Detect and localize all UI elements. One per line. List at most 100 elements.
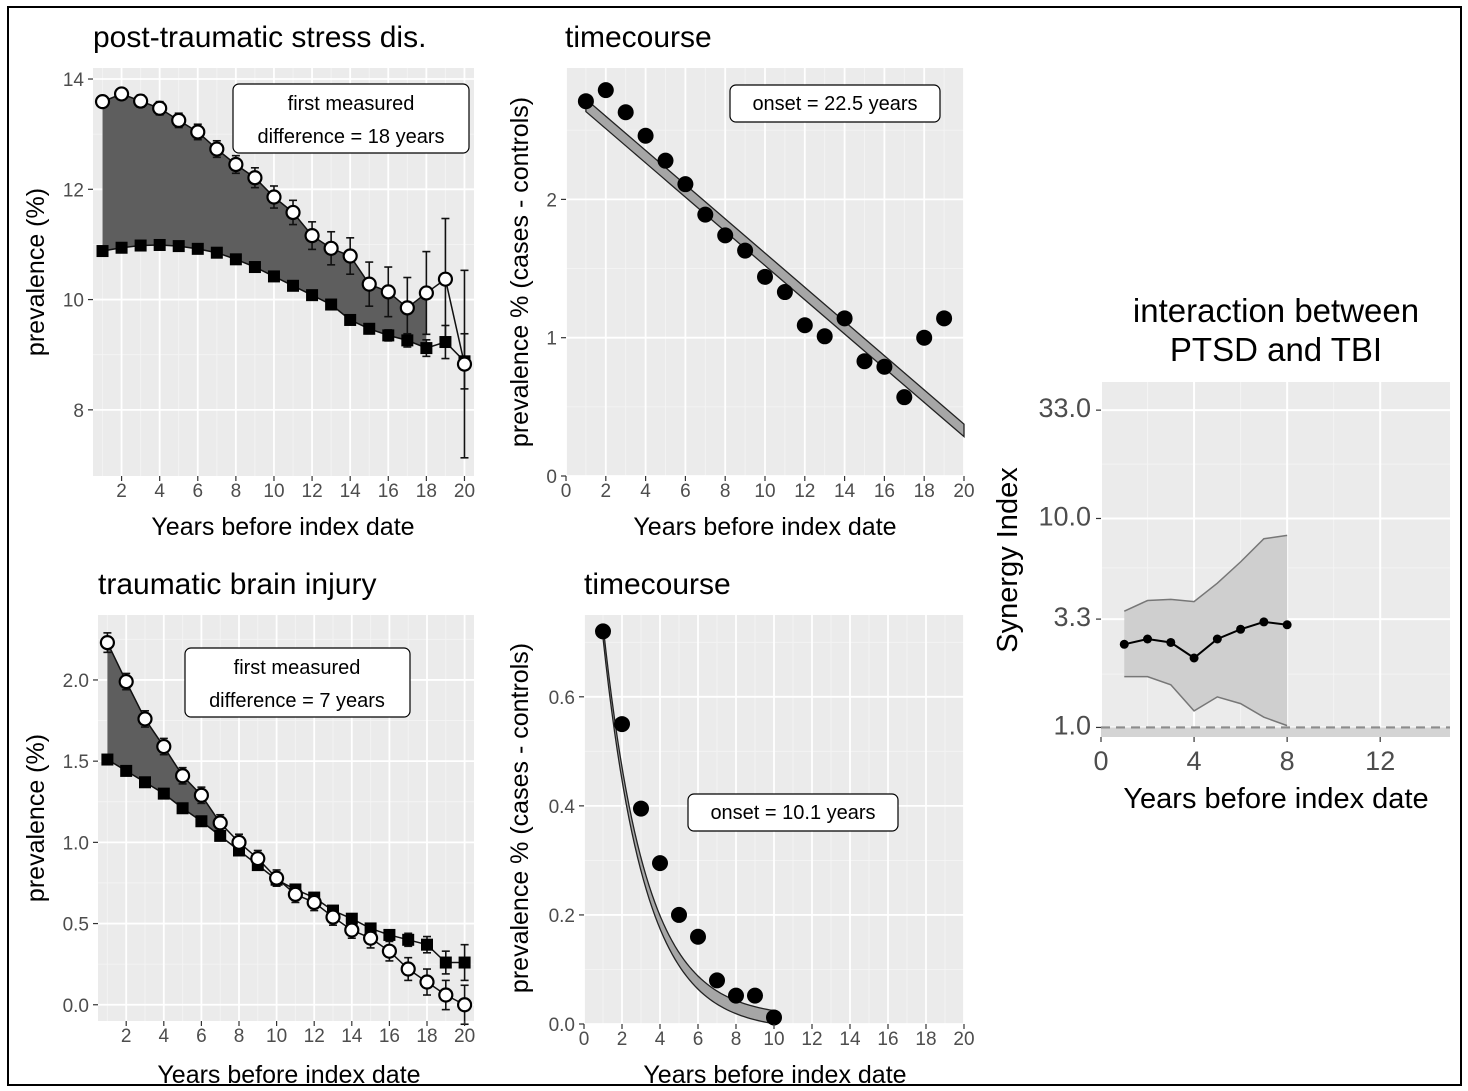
y-tick-label: 1 xyxy=(546,329,557,350)
controls-point xyxy=(402,933,415,946)
synergy-panel: interaction between PTSD and TBI 0 4 8 12 1.… xyxy=(992,292,1450,815)
difference-point xyxy=(637,127,654,144)
y-tick-label: 0.4 xyxy=(549,797,576,818)
difference-point xyxy=(614,716,630,733)
y-tick-label: 3.3 xyxy=(1053,602,1091,632)
cases-point xyxy=(193,787,209,803)
x-tick-label: 16 xyxy=(379,1026,400,1047)
x-tick-label: 14 xyxy=(340,481,362,502)
lower-bound-line xyxy=(1124,675,1288,727)
y-tick-label: 0.2 xyxy=(549,906,575,927)
x-tick-label: 12 xyxy=(801,1029,822,1050)
y-tick-label: 12 xyxy=(63,180,84,201)
x-tick-label: 14 xyxy=(839,1029,861,1050)
cases-point xyxy=(250,850,266,867)
x-tick-label: 8 xyxy=(731,1029,742,1050)
x-tick-label: 4 xyxy=(1187,746,1202,776)
cases-point xyxy=(269,870,285,886)
difference-point xyxy=(709,972,725,989)
tbi-onset-label: onset = 10.1 years xyxy=(710,802,875,824)
x-tick-label: 8 xyxy=(234,1026,245,1047)
x-tick-label: 10 xyxy=(266,1026,287,1047)
difference-point xyxy=(796,317,813,334)
controls-point xyxy=(439,956,452,969)
controls-point xyxy=(191,242,204,255)
upper-bound-line xyxy=(1123,534,1288,612)
ptsd-onset-label: onset = 22.5 years xyxy=(752,93,917,115)
difference-point xyxy=(737,242,754,259)
x-tick-label: 0 xyxy=(561,481,572,502)
controls-point xyxy=(420,342,433,355)
y-tick-label: 10 xyxy=(63,291,84,312)
y-tick-label: 10.0 xyxy=(1038,501,1091,531)
controls-point xyxy=(363,322,376,335)
x-tick-label: 18 xyxy=(416,481,437,502)
ptsd-x-axis-label: Years before index date xyxy=(151,513,414,541)
x-tick-label: 20 xyxy=(454,481,475,502)
x-tick-label: 20 xyxy=(953,481,974,502)
x-tick-label: 12 xyxy=(794,481,815,502)
difference-area xyxy=(107,642,221,836)
controls-point xyxy=(172,240,185,253)
cases-point xyxy=(457,997,473,1013)
controls-point xyxy=(153,238,166,251)
controls-point xyxy=(115,241,128,254)
controls-point xyxy=(306,289,319,302)
ptsd-annotation-line-2: difference = 18 years xyxy=(258,126,445,148)
controls-point xyxy=(139,776,151,789)
cases-point xyxy=(156,738,172,755)
synergy-y-axis-label: Synergy Index xyxy=(992,467,1024,653)
x-tick-label: 16 xyxy=(378,481,399,502)
synergy-title-line-1: interaction between xyxy=(1133,292,1419,329)
cases-point xyxy=(363,930,379,946)
x-tick-label: 8 xyxy=(1280,746,1295,776)
difference-point xyxy=(747,987,763,1004)
difference-point xyxy=(577,93,594,110)
x-tick-label: 14 xyxy=(834,481,856,502)
x-tick-label: 14 xyxy=(341,1026,363,1047)
synergy-title-line-2: PTSD and TBI xyxy=(1170,331,1382,368)
cases-point xyxy=(113,86,130,102)
cases-point xyxy=(209,141,225,157)
y-tick-label: 33.0 xyxy=(1038,393,1091,423)
below-reference-area xyxy=(1101,727,1450,737)
x-tick-label: 8 xyxy=(720,481,731,502)
cases-point xyxy=(304,228,320,244)
y-tick-label: 8 xyxy=(73,401,84,422)
controls-point xyxy=(176,802,189,815)
x-tick-label: 16 xyxy=(874,481,895,502)
cases-point xyxy=(342,248,358,264)
x-tick-label: 2 xyxy=(601,481,612,502)
cases-point xyxy=(266,189,282,205)
cases-point xyxy=(399,300,415,316)
x-tick-label: 4 xyxy=(655,1029,666,1050)
ptsd-prevalence-panel: post-traumatic stress dis. 2 4 6 8 10 12 14 16 1… xyxy=(22,21,475,541)
ptsd-timecourse-title: timecourse xyxy=(565,21,712,54)
x-tick-label: 18 xyxy=(915,1029,936,1050)
difference-point xyxy=(597,82,614,99)
difference-point xyxy=(697,206,714,223)
difference-point xyxy=(856,353,873,370)
synergy-point xyxy=(1143,634,1153,644)
cases-point xyxy=(231,834,247,850)
figure-border xyxy=(7,6,1462,1086)
synergy-point xyxy=(1166,637,1176,647)
difference-point xyxy=(657,152,674,169)
controls-point xyxy=(267,270,280,283)
tbi-timecourse-axes: 0 2 4 6 8 10 12 14 16 18 20 0.0 0.2 0.4 0.6 xyxy=(549,688,975,1050)
cases-point xyxy=(152,100,168,116)
cases-point xyxy=(418,285,434,301)
difference-point xyxy=(836,310,853,327)
cases-point xyxy=(306,894,322,911)
x-tick-label: 10 xyxy=(263,481,284,502)
cases-point xyxy=(118,673,134,690)
cases-point xyxy=(381,943,397,959)
difference-point xyxy=(896,389,913,406)
controls-point xyxy=(382,329,395,342)
controls-point xyxy=(344,313,357,326)
cases-point xyxy=(285,204,301,221)
difference-point xyxy=(776,284,793,301)
synergy-point xyxy=(1236,624,1246,634)
x-tick-label: 16 xyxy=(877,1029,898,1050)
